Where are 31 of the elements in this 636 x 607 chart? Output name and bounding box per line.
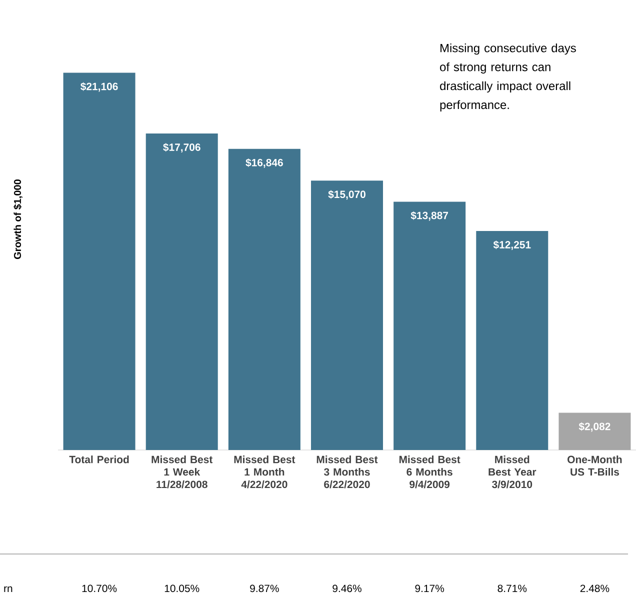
bar: [228, 148, 300, 450]
data-label: $16,846: [246, 158, 283, 168]
bar: [310, 180, 383, 450]
y-axis-title: Growth of $1,000: [14, 180, 22, 260]
bar: [476, 231, 548, 450]
x-tick-label: Total Period: [69, 456, 129, 464]
text: 9.17%: [415, 584, 444, 592]
x-tick-label: Missed Best 6 Months 9/4/2009: [399, 456, 460, 488]
bar: [394, 202, 466, 450]
annotation: Missing consecutive days of strong returns can drastically impact overall performance.: [440, 44, 576, 112]
data-label: $2,082: [578, 422, 610, 432]
x-tick-label: Missed Best 1 Week 11/28/2008: [152, 456, 213, 488]
bar: [146, 134, 218, 450]
x-tick-label: Missed Best 3 Months 6/22/2020: [316, 456, 378, 488]
text: 8.71%: [498, 584, 527, 592]
data-label: $21,106: [80, 82, 118, 92]
bar: [558, 412, 631, 450]
data-label: $12,251: [493, 240, 531, 250]
text: 2.48%: [580, 584, 610, 592]
data-label: $17,706: [163, 143, 200, 152]
x-tick-label: One-Month US T-Bills: [568, 456, 622, 476]
data-label: $15,070: [328, 190, 366, 200]
bar: [63, 72, 136, 450]
text: 10.70%: [82, 584, 117, 592]
data-label: $13,887: [410, 211, 448, 221]
text: 10.05%: [164, 584, 200, 592]
text: 9.46%: [332, 584, 362, 592]
text: rn: [4, 586, 12, 592]
x-tick-label: Missed Best 1 Month 4/22/2020: [234, 456, 296, 488]
text: 9.87%: [250, 584, 279, 592]
x-tick-label: Missed Best Year 3/9/2010: [488, 456, 536, 488]
